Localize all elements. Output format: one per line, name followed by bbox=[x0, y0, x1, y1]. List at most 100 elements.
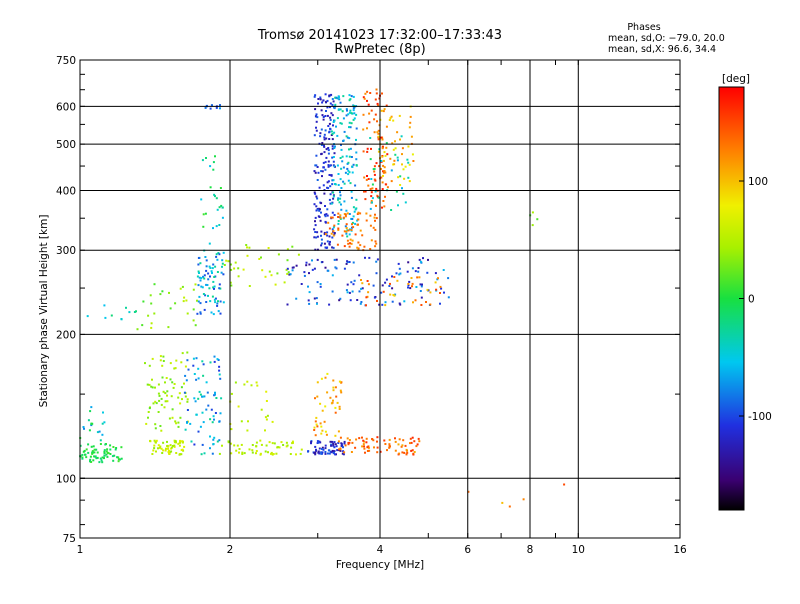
echo-point bbox=[245, 244, 248, 246]
echo-point bbox=[392, 119, 395, 122]
echo-point bbox=[327, 165, 330, 168]
echo-point bbox=[210, 408, 213, 411]
echo-point bbox=[243, 383, 246, 386]
echo-point bbox=[201, 443, 204, 446]
echo-point bbox=[324, 266, 327, 269]
echo-point bbox=[371, 187, 374, 190]
echo-point bbox=[322, 161, 325, 164]
echo-point bbox=[338, 405, 341, 408]
echo-point bbox=[420, 304, 423, 306]
echo-point bbox=[307, 299, 310, 302]
echo-point bbox=[166, 394, 168, 397]
echo-point bbox=[331, 246, 334, 249]
echo-point bbox=[334, 145, 336, 148]
echo-point bbox=[325, 247, 328, 249]
echo-point bbox=[366, 147, 369, 150]
echo-point bbox=[94, 455, 97, 458]
echo-point bbox=[295, 453, 297, 456]
echo-point bbox=[327, 160, 330, 163]
echo-point bbox=[353, 106, 356, 109]
echo-point bbox=[217, 252, 220, 254]
echo-point bbox=[218, 420, 221, 423]
echo-point bbox=[367, 103, 370, 106]
echo-point bbox=[175, 441, 177, 444]
echo-point bbox=[332, 399, 334, 402]
echo-point bbox=[355, 151, 358, 154]
echo-point bbox=[334, 453, 337, 456]
echo-point bbox=[401, 187, 403, 190]
echo-point bbox=[388, 443, 391, 446]
echo-point bbox=[198, 256, 201, 259]
echo-point bbox=[404, 165, 407, 168]
echo-point bbox=[359, 244, 362, 247]
echo-point bbox=[361, 234, 364, 237]
echo-point bbox=[362, 439, 365, 442]
echo-point bbox=[216, 304, 219, 307]
echo-point bbox=[320, 452, 323, 455]
echo-point bbox=[321, 451, 324, 454]
echo-point bbox=[316, 395, 319, 398]
echo-point bbox=[339, 122, 342, 125]
echo-point bbox=[92, 445, 95, 448]
echo-point bbox=[164, 392, 167, 395]
echo-point bbox=[325, 148, 328, 151]
echo-point bbox=[342, 453, 345, 456]
echo-point bbox=[386, 186, 389, 189]
echo-point bbox=[339, 216, 342, 219]
echo-point bbox=[319, 402, 322, 405]
echo-point bbox=[114, 448, 117, 451]
echo-point bbox=[336, 449, 339, 452]
echo-point bbox=[117, 458, 120, 461]
x-tick-label: 16 bbox=[673, 544, 687, 556]
echo-point bbox=[364, 198, 367, 201]
echo-point bbox=[201, 395, 203, 398]
echo-point bbox=[180, 453, 183, 456]
echo-point bbox=[229, 442, 232, 445]
echo-point bbox=[221, 206, 224, 209]
echo-point bbox=[337, 440, 340, 443]
echo-point bbox=[375, 92, 378, 95]
echo-point bbox=[320, 202, 323, 205]
echo-point bbox=[335, 395, 338, 398]
echo-point bbox=[186, 398, 189, 401]
echo-point bbox=[251, 449, 254, 452]
echo-point bbox=[142, 300, 145, 303]
echo-point bbox=[342, 446, 344, 449]
echo-point bbox=[362, 443, 365, 446]
echo-point bbox=[209, 165, 212, 168]
echo-point bbox=[400, 445, 403, 448]
echo-point bbox=[370, 178, 373, 180]
echo-point bbox=[369, 207, 372, 210]
echo-point bbox=[149, 294, 152, 297]
echo-point bbox=[435, 288, 438, 291]
echo-point bbox=[426, 271, 429, 274]
echo-point bbox=[337, 198, 339, 201]
echo-point bbox=[347, 113, 350, 116]
echo-point bbox=[353, 117, 356, 120]
echo-point bbox=[355, 127, 358, 130]
echo-point bbox=[377, 135, 380, 138]
echo-point bbox=[351, 290, 354, 293]
echo-point bbox=[103, 452, 106, 455]
y-tick-label: 75 bbox=[63, 533, 76, 545]
echo-point bbox=[409, 287, 412, 290]
echo-point bbox=[332, 156, 335, 158]
echo-point bbox=[376, 120, 378, 123]
echo-point bbox=[197, 430, 200, 433]
echo-point bbox=[155, 439, 158, 442]
y-tick-label: 300 bbox=[56, 245, 76, 257]
echo-point bbox=[402, 192, 405, 195]
echo-point bbox=[323, 192, 326, 195]
echo-point bbox=[369, 158, 372, 161]
echo-point bbox=[233, 267, 236, 270]
echo-point bbox=[314, 224, 317, 227]
echo-point bbox=[408, 126, 411, 129]
echo-point bbox=[374, 240, 377, 243]
echo-point bbox=[429, 303, 432, 306]
echo-point bbox=[223, 264, 226, 266]
echo-point bbox=[429, 291, 432, 294]
echo-point bbox=[276, 272, 279, 275]
echo-point bbox=[361, 445, 364, 448]
echo-point bbox=[369, 92, 372, 94]
echo-point bbox=[199, 279, 202, 282]
